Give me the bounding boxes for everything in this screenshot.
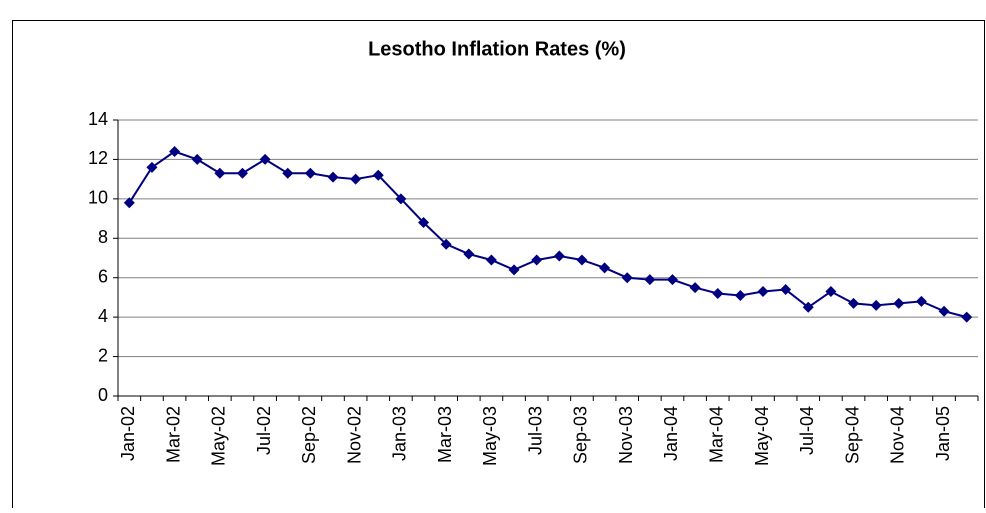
marker [350, 173, 362, 185]
x-tick-label: Nov-02 [344, 406, 364, 464]
marker [214, 167, 226, 179]
marker [689, 282, 701, 294]
marker [327, 171, 339, 183]
y-tick-label: 2 [98, 345, 108, 365]
y-tick-label: 14 [88, 109, 108, 129]
marker [712, 287, 724, 299]
x-tick-label: Jan-05 [933, 406, 953, 461]
marker [440, 238, 452, 250]
marker [123, 197, 135, 209]
x-tick-label: Nov-04 [888, 406, 908, 464]
marker [666, 274, 678, 286]
marker [576, 254, 588, 266]
marker [372, 169, 384, 181]
marker [870, 299, 882, 311]
line [128, 150, 967, 319]
marker [304, 167, 316, 179]
marker [531, 254, 543, 266]
x-tick-label: Jul-02 [254, 406, 274, 455]
marker [418, 217, 430, 229]
marker [734, 289, 746, 301]
marker [553, 250, 565, 262]
x-tick-label: Jan-02 [118, 406, 138, 461]
y-tick-label: 4 [98, 306, 108, 326]
y-tick-label: 8 [98, 227, 108, 247]
x-tick-label: Jul-03 [525, 406, 545, 455]
x-tick-label: Sep-04 [842, 406, 862, 464]
y-tick-label: 12 [88, 148, 108, 168]
marker [961, 311, 973, 323]
marker [802, 301, 814, 313]
x-tick-label: Mar-02 [163, 406, 183, 463]
marker [621, 272, 633, 284]
marker [508, 264, 520, 276]
marker [282, 167, 294, 179]
marker [191, 153, 203, 165]
marker [146, 161, 158, 173]
x-tick-label: Sep-03 [571, 406, 591, 464]
y-tick-label: 0 [98, 385, 108, 405]
marker [915, 295, 927, 307]
x-tick-label: Jul-04 [797, 406, 817, 455]
x-tick-label: Jan-04 [661, 406, 681, 461]
y-tick-label: 6 [98, 266, 108, 286]
chart-title: Lesotho Inflation Rates (%) [368, 38, 626, 60]
marker [848, 297, 860, 309]
marker [485, 254, 497, 266]
y-tick-label: 10 [88, 188, 108, 208]
marker [938, 305, 950, 317]
marker [169, 146, 181, 158]
x-tick-label: May-04 [752, 406, 772, 466]
chart-border [12, 20, 985, 513]
marker [757, 286, 769, 298]
x-tick-label: Mar-03 [435, 406, 455, 463]
marker [599, 262, 611, 274]
marker [644, 274, 656, 286]
marker [395, 193, 407, 205]
x-tick-label: May-03 [480, 406, 500, 466]
marker [463, 248, 475, 260]
x-tick-label: Jan-03 [390, 406, 410, 461]
x-tick-label: May-02 [209, 406, 229, 466]
marker [780, 284, 792, 296]
marker [236, 167, 248, 179]
x-tick-label: Sep-02 [299, 406, 319, 464]
x-tick-label: Mar-04 [706, 406, 726, 463]
marker [825, 286, 837, 298]
marker [259, 153, 271, 165]
x-tick-label: Nov-03 [616, 406, 636, 464]
marker [893, 297, 905, 309]
